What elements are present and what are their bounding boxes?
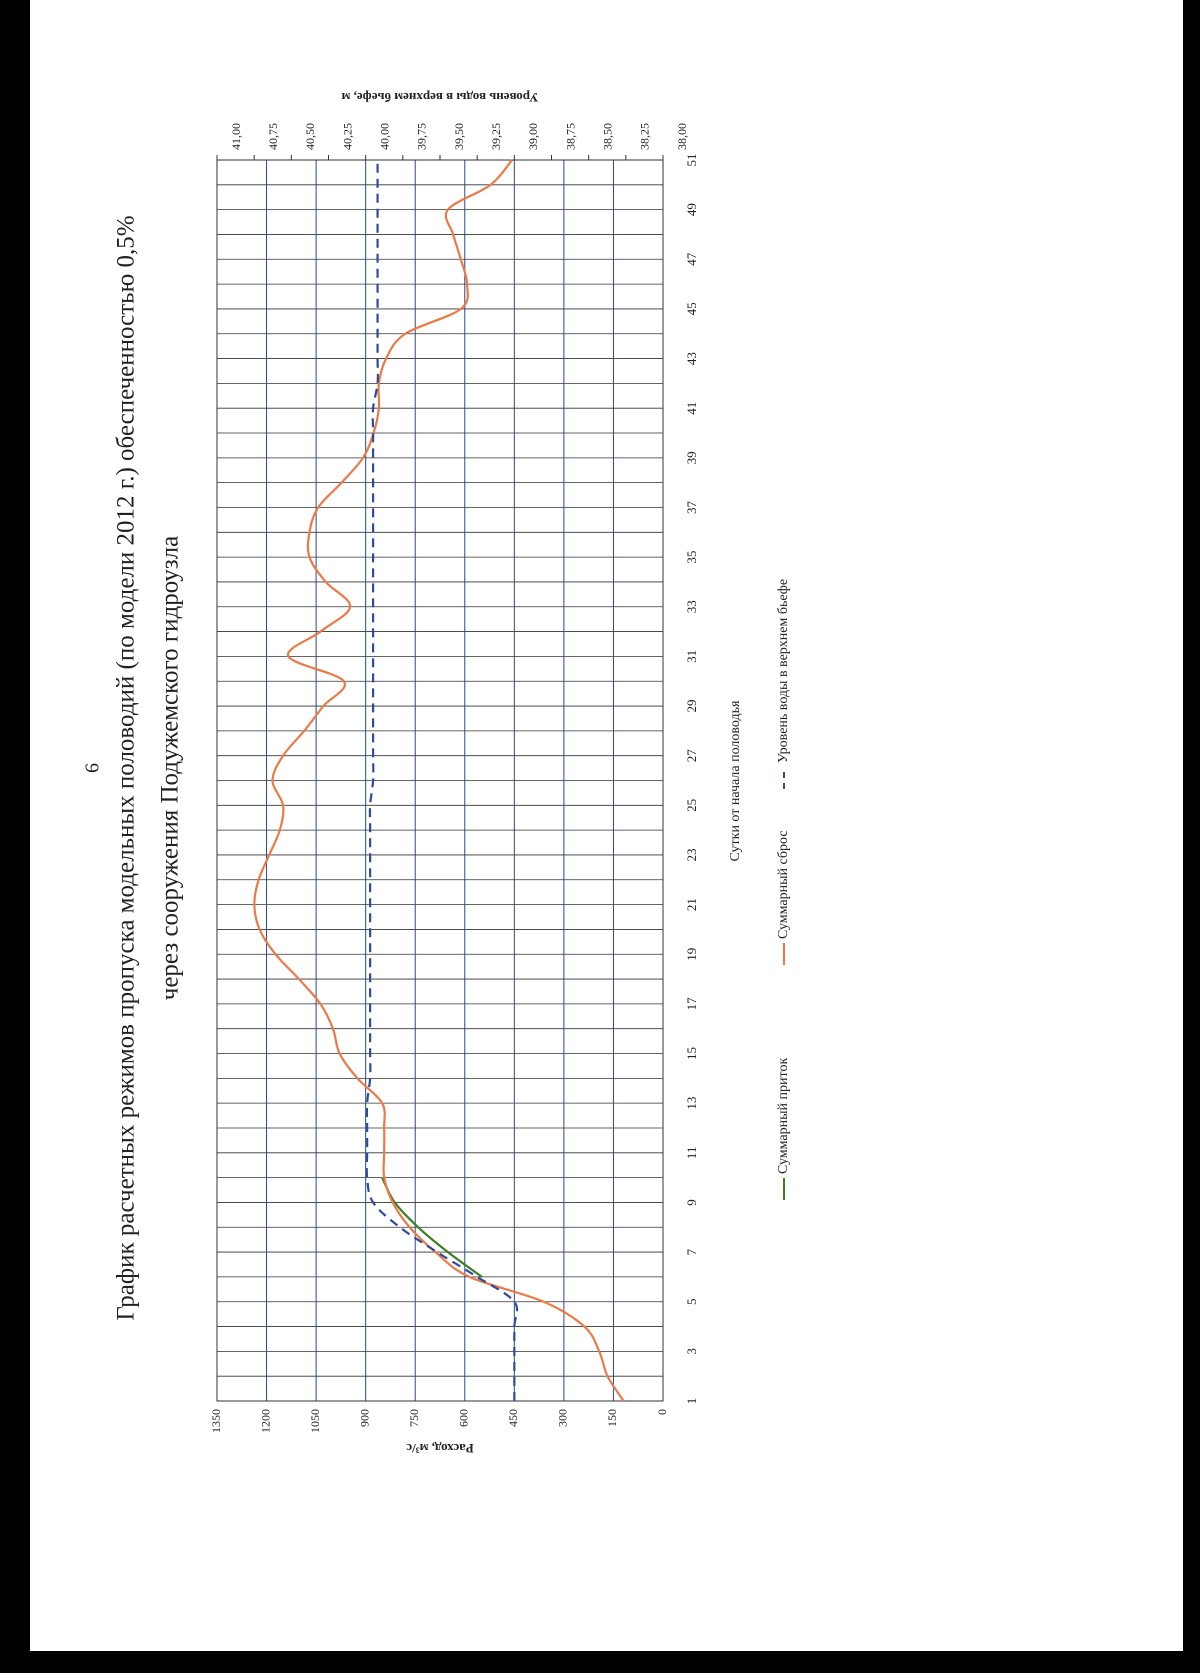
scan-border xyxy=(1183,0,1200,1673)
x-tick-label: 41 xyxy=(684,402,699,415)
y-tick-label: 150 xyxy=(605,1409,619,1427)
x-axis-label: Сутки от начала половодья xyxy=(728,700,743,861)
x-tick-label: 23 xyxy=(684,848,699,861)
x-tick-label: 7 xyxy=(684,1248,699,1255)
y2-tick-label: 38,50 xyxy=(600,123,614,150)
y2-tick-label: 39,75 xyxy=(415,123,429,150)
x-tick-label: 45 xyxy=(684,302,699,315)
y-tick-label: 1200 xyxy=(258,1409,272,1433)
chart: 6 График расчетных режимов пропуска моде… xyxy=(82,90,792,1456)
page-number: 6 xyxy=(82,763,104,773)
series-line xyxy=(365,160,519,1402)
x-tick-label: 31 xyxy=(684,650,699,663)
x-tick-label: 51 xyxy=(684,154,699,167)
x-tick-label: 37 xyxy=(684,500,699,514)
x-tick-label: 33 xyxy=(684,600,699,613)
x-tick-label: 27 xyxy=(684,749,699,763)
x-tick-label: 49 xyxy=(684,203,699,216)
y2-tick-label: 40,75 xyxy=(266,123,280,150)
y-axis-label: Расход, м³/с xyxy=(406,1441,474,1456)
y-tick-label: 750 xyxy=(407,1409,421,1427)
plot-frame xyxy=(216,159,664,1402)
x-tick-label: 19 xyxy=(684,948,699,961)
y-tick-label: 1350 xyxy=(209,1409,223,1433)
x-tick-label: 13 xyxy=(684,1097,699,1110)
y-tick-label: 1050 xyxy=(308,1409,322,1433)
y2-tick-label: 38,75 xyxy=(563,123,577,150)
x-tick-label: 43 xyxy=(684,352,699,365)
x-tick-label: 1 xyxy=(684,1398,699,1405)
series-line xyxy=(253,159,625,1402)
y2-tick-label: 41,00 xyxy=(229,123,243,150)
legend-label: Суммарный приток xyxy=(776,1058,791,1174)
x-tick-label: 3 xyxy=(684,1348,699,1355)
y-tick-label: 900 xyxy=(357,1409,371,1427)
y2-tick-label: 38,25 xyxy=(638,123,652,150)
chart-title: через сооружения Подужемского гидроузла xyxy=(157,536,184,1000)
x-tick-label: 39 xyxy=(684,451,699,464)
y2-tick-label: 40,00 xyxy=(377,123,391,150)
x-tick-label: 47 xyxy=(684,252,699,266)
y2-tick-label: 38,00 xyxy=(675,123,689,150)
y2-axis-label: Уровень воды в верхнем бьефе, м xyxy=(341,90,538,105)
y2-tick-label: 39,25 xyxy=(489,123,503,150)
y-tick-label: 300 xyxy=(556,1409,570,1427)
y-tick-label: 450 xyxy=(506,1409,520,1427)
x-tick-label: 5 xyxy=(684,1298,699,1305)
y2-tick-label: 39,00 xyxy=(526,123,540,150)
y2-tick-label: 40,25 xyxy=(340,123,354,150)
x-tick-label: 25 xyxy=(684,799,699,812)
scan-border xyxy=(0,1651,1200,1673)
x-tick-label: 29 xyxy=(684,700,699,713)
y-tick-label: 600 xyxy=(457,1409,471,1427)
chart-title: График расчетных режимов пропуска модель… xyxy=(113,215,140,1320)
x-tick-label: 11 xyxy=(684,1147,699,1160)
legend-label: Уровень воды в верхнем бьефе xyxy=(776,579,791,763)
x-tick-label: 17 xyxy=(684,997,699,1011)
x-tick-label: 15 xyxy=(684,1047,699,1060)
legend-label: Суммарный сброс xyxy=(776,830,791,939)
y-tick-label: 0 xyxy=(655,1409,669,1415)
y2-tick-label: 40,50 xyxy=(303,123,317,150)
x-tick-label: 21 xyxy=(684,898,699,911)
x-tick-label: 35 xyxy=(684,551,699,564)
scan-border xyxy=(0,0,30,1673)
x-tick-label: 9 xyxy=(684,1199,699,1206)
y2-tick-label: 39,50 xyxy=(452,123,466,150)
